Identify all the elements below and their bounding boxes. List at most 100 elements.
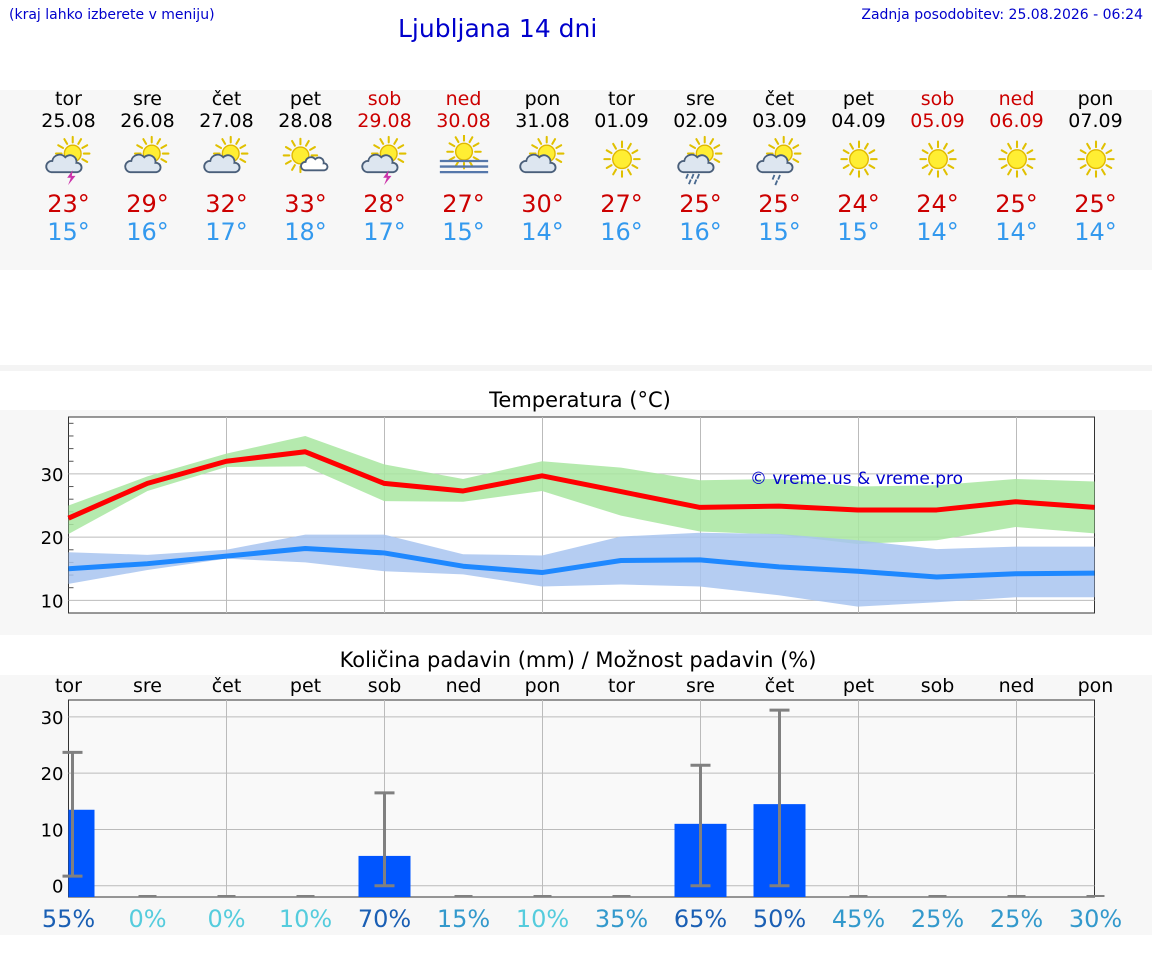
x-day-label: čet	[212, 675, 242, 697]
day-name: čet	[764, 88, 795, 110]
x-day-label: tor	[608, 675, 635, 697]
sun-cloud-rain-icon	[676, 135, 722, 185]
day-date: 06.09	[989, 110, 1044, 132]
sun-shape	[839, 140, 878, 178]
day-name: sob	[920, 88, 955, 110]
sun-icon	[839, 140, 878, 178]
precipitation-chart-title: Količina padavin (mm) / Možnost padavin …	[339, 648, 817, 672]
max-temperature: 25°	[679, 190, 722, 218]
cloud-shape	[755, 153, 793, 174]
sun-cloud-light-rain-icon	[755, 135, 801, 186]
cloud-shape	[299, 156, 328, 172]
cloud-shape	[202, 153, 240, 174]
day-date: 31.08	[515, 110, 570, 132]
sun-icon	[997, 140, 1036, 178]
min-temperature: 14°	[995, 218, 1038, 246]
day-name: sre	[133, 88, 162, 110]
day-column: pon 31.08 30° 14°	[503, 88, 583, 246]
min-temperature: 16°	[126, 218, 169, 246]
day-column: ned 06.09 25° 14°	[977, 88, 1057, 246]
min-temperature: 16°	[679, 218, 722, 246]
max-temperature: 25°	[758, 190, 801, 218]
min-temperature: 15°	[758, 218, 801, 246]
y-tick-label: 10	[41, 820, 64, 841]
sun-icon	[918, 140, 957, 178]
x-day-label: sre	[686, 675, 715, 697]
x-day-label: pon	[1078, 675, 1114, 697]
day-column: tor 25.08 23° 15°	[29, 88, 109, 246]
min-temperature: 15°	[837, 218, 880, 246]
sun-shape	[445, 135, 482, 170]
sun-shape	[602, 140, 641, 178]
max-temperature: 28°	[363, 190, 406, 218]
min-temperature: 18°	[284, 218, 327, 246]
max-temperature: 25°	[995, 190, 1038, 218]
temperature-chart-title: Temperatura (°C)	[489, 388, 671, 412]
max-temperature: 30°	[521, 190, 564, 218]
precipitation-probability: 0%	[128, 905, 166, 933]
x-day-label: ned	[446, 675, 482, 697]
day-name: pet	[289, 88, 322, 110]
precipitation-chart: tor sre čet pet sob ned pon tor sre čet pet sob ned p…	[41, 675, 1123, 933]
max-temperature: 32°	[205, 190, 248, 218]
min-temperature: 14°	[521, 218, 564, 246]
max-temperature: 23°	[47, 190, 90, 218]
day-date: 25.08	[41, 110, 96, 132]
sun-icon	[1076, 140, 1115, 178]
x-day-label: pet	[843, 675, 874, 697]
temperature-chart: 10 20 30 © vreme.us & vreme.pro	[41, 416, 1095, 614]
day-name: pon	[1077, 88, 1114, 110]
sun-small-cloud-icon	[282, 137, 328, 174]
x-day-label: čet	[765, 675, 795, 697]
precipitation-probability: 45%	[832, 905, 885, 933]
cloud-shape	[518, 153, 556, 174]
day-date: 07.09	[1068, 110, 1123, 132]
max-temperature: 29°	[126, 190, 169, 218]
day-name: ned	[445, 88, 482, 110]
min-temperature: 17°	[205, 218, 248, 246]
precipitation-probability: 10%	[516, 905, 569, 933]
min-temperature: 16°	[600, 218, 643, 246]
min-temperature: 15°	[442, 218, 485, 246]
day-column: pon 07.09 25° 14°	[1056, 88, 1136, 246]
day-date: 28.08	[278, 110, 333, 132]
sun-shape	[918, 140, 957, 178]
cloud-shape	[360, 153, 398, 174]
cloud-shape	[44, 153, 82, 174]
day-column: ned 30.08 27° 15°	[424, 88, 504, 246]
plot-area	[68, 699, 1095, 898]
day-name: sob	[367, 88, 402, 110]
forecast-band	[0, 90, 1152, 270]
day-name: tor	[608, 88, 635, 110]
day-date: 01.09	[594, 110, 649, 132]
day-name: čet	[211, 88, 242, 110]
day-date: 02.09	[673, 110, 728, 132]
max-temperature: 24°	[837, 190, 880, 218]
x-day-label: sre	[133, 675, 162, 697]
precipitation-probability: 55%	[42, 905, 95, 933]
day-date: 03.09	[752, 110, 807, 132]
day-name: tor	[55, 88, 82, 110]
day-name: pon	[524, 88, 561, 110]
day-date: 27.08	[199, 110, 254, 132]
day-column: pet 28.08 33° 18°	[266, 88, 346, 246]
max-temperature: 25°	[1074, 190, 1117, 218]
day-date: 04.09	[831, 110, 886, 132]
y-tick-label: 10	[41, 591, 64, 612]
watermark: © vreme.us & vreme.pro	[750, 469, 963, 489]
precipitation-probability: 35%	[595, 905, 648, 933]
precipitation-probability: 10%	[279, 905, 332, 933]
x-day-label: sob	[368, 675, 402, 697]
precipitation-probability: 70%	[358, 905, 411, 933]
precipitation-probability: 15%	[437, 905, 490, 933]
day-date: 30.08	[436, 110, 491, 132]
sun-cloud-lightning-icon	[44, 135, 90, 186]
max-temperature: 27°	[600, 190, 643, 218]
y-tick-label: 0	[52, 877, 63, 898]
max-temperature: 24°	[916, 190, 959, 218]
city-menu-hint: (kraj lahko izberete v meniju)	[9, 7, 215, 23]
day-date: 29.08	[357, 110, 412, 132]
daily-forecast: tor 25.08 23° 15° sre 26.08 29° 16° čet 27.08 32° 1…	[0, 88, 1152, 258]
day-name: pet	[842, 88, 875, 110]
precipitation-probability: 50%	[753, 905, 806, 933]
